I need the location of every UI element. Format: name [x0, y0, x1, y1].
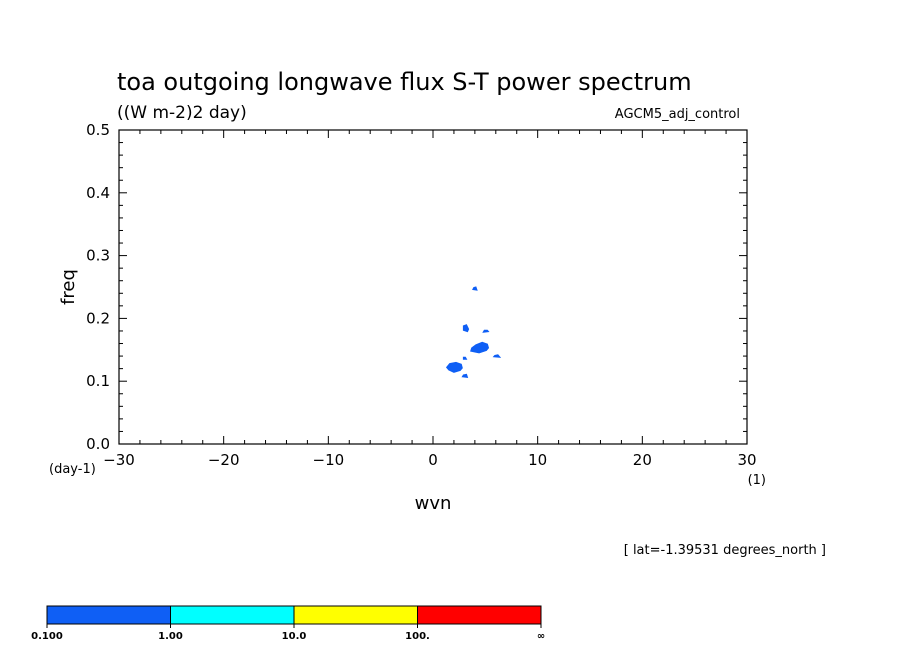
contour-region-5 [492, 354, 502, 358]
y-axis-ticks: 0.0 0.1 0.2 0.3 0.4 0.5 [86, 121, 747, 453]
colorbar-label: 10.0 [282, 631, 307, 642]
x-tick-label: −10 [313, 451, 345, 469]
y-tick-label: 0.1 [86, 372, 110, 390]
x-axis-ticks: −30 −20 −10 0 10 20 30 [103, 130, 757, 469]
contour-regions [445, 286, 502, 378]
y-tick-label: 0.0 [86, 435, 110, 453]
y-axis-label: freq [58, 269, 79, 305]
run-label: AGCM5_adj_control [615, 107, 740, 122]
colorbar-label: 0.100 [31, 631, 63, 642]
contour-region-0 [445, 361, 463, 373]
x-tick-label: −20 [208, 451, 240, 469]
colorbar-swatch [46, 605, 171, 625]
x-unit-label: (1) [748, 473, 766, 488]
y-tick-label: 0.2 [86, 309, 110, 327]
plot-frame [118, 129, 748, 445]
colorbar-label: 100. [405, 631, 430, 642]
contour-region-7 [462, 356, 468, 360]
contour-region-1 [470, 341, 490, 354]
x-tick-label: 10 [528, 451, 547, 469]
y-tick-label: 0.5 [86, 121, 110, 139]
chart-title: toa outgoing longwave flux S-T power spe… [117, 68, 692, 96]
colorbar-swatch [170, 605, 295, 625]
x-tick-label: −30 [103, 451, 135, 469]
contour-region-3 [472, 286, 478, 291]
x-tick-label: 20 [633, 451, 652, 469]
x-axis-label: wvn [415, 493, 452, 514]
colorbar: 0.100 1.00 10.0 100. ∞ [31, 605, 545, 642]
colorbar-swatch [293, 605, 418, 625]
y-unit-label: (day-1) [49, 462, 96, 477]
colorbar-label: 1.00 [158, 631, 183, 642]
contour-region-6 [461, 373, 469, 378]
x-tick-label: 30 [737, 451, 756, 469]
y-tick-label: 0.3 [86, 247, 110, 265]
latitude-note: [ lat=-1.39531 degrees_north ] [624, 543, 826, 558]
contour-region-4 [482, 329, 490, 333]
y-tick-label: 0.4 [86, 184, 110, 202]
contour-region-2 [462, 324, 470, 333]
units-label: ((W m-2)2 day) [117, 103, 247, 123]
x-tick-label: 0 [428, 451, 438, 469]
colorbar-swatch [417, 605, 542, 625]
colorbar-label: ∞ [537, 631, 545, 642]
